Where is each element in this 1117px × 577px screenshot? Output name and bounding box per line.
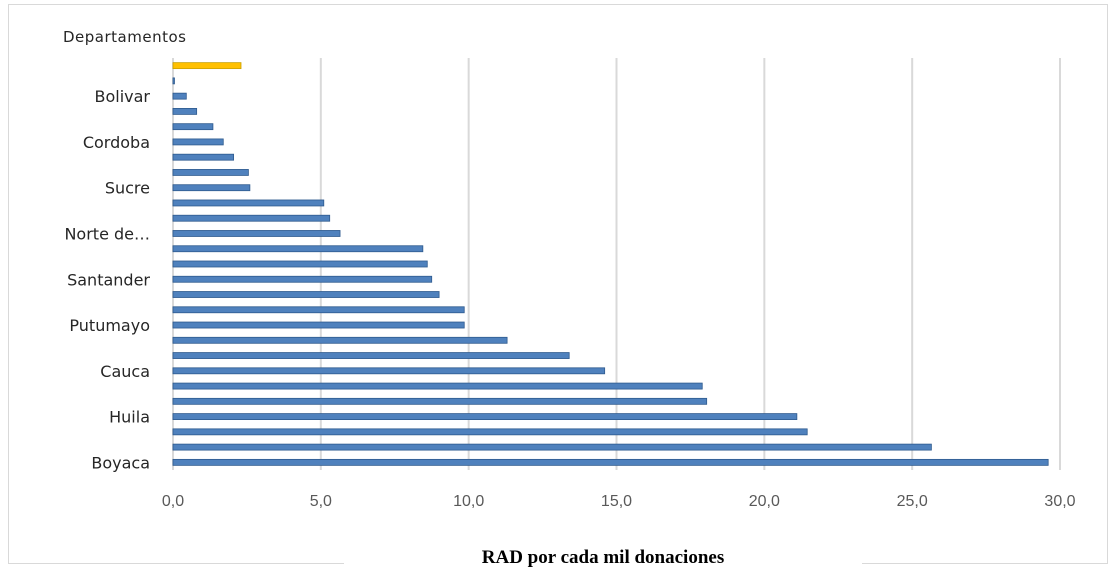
bar <box>172 230 341 237</box>
x-tick-label: 5,0 <box>310 493 332 510</box>
bar <box>172 214 331 222</box>
category-label: Cauca <box>100 362 150 381</box>
category-label: Norte de… <box>64 224 150 243</box>
bar <box>172 336 508 344</box>
x-axis-title: RAD por cada mil donaciones <box>481 547 725 568</box>
bar <box>172 260 428 268</box>
category-label: Bolivar <box>94 87 150 106</box>
category-label: Boyaca <box>91 453 150 472</box>
bar <box>172 169 249 176</box>
bar <box>172 291 440 298</box>
bar <box>172 306 465 314</box>
category-label: Cordoba <box>83 133 150 152</box>
bar <box>172 352 570 359</box>
bar <box>172 413 798 420</box>
bars <box>172 62 1049 466</box>
category-labels: Bolivar Cordoba Sucre Norte de… Santander Put… <box>64 87 150 472</box>
bar <box>172 123 214 131</box>
bar <box>172 77 175 85</box>
bar <box>172 397 708 405</box>
bar <box>172 443 932 451</box>
x-tick-label: 10,0 <box>453 493 484 510</box>
bar-highlight <box>172 62 242 70</box>
x-tick-label: 15,0 <box>601 493 632 510</box>
y-axis-title: Departamentos <box>63 28 186 46</box>
x-tick-label: 20,0 <box>749 493 780 510</box>
bar <box>172 108 198 115</box>
bar <box>172 367 606 375</box>
bar <box>172 92 187 100</box>
category-label: Putumayo <box>69 316 150 335</box>
category-label: Sucre <box>105 179 150 198</box>
bar <box>172 275 433 283</box>
x-tick-labels: 0,0 5,0 10,0 15,0 20,0 25,0 30,0 <box>162 493 1076 510</box>
category-label: Huila <box>109 408 150 427</box>
category-label: Santander <box>67 270 150 289</box>
bar <box>172 199 325 207</box>
bar <box>172 153 235 161</box>
chart-frame <box>8 4 1108 564</box>
bar <box>172 184 251 192</box>
x-tick-label: 0,0 <box>162 493 184 510</box>
bar <box>172 382 703 390</box>
x-tick-label: 25,0 <box>897 493 928 510</box>
bar <box>172 428 808 436</box>
x-tick-label: 30,0 <box>1044 493 1075 510</box>
bar <box>172 458 1049 466</box>
bar <box>172 138 224 146</box>
bar <box>172 321 465 329</box>
bar <box>172 245 424 253</box>
